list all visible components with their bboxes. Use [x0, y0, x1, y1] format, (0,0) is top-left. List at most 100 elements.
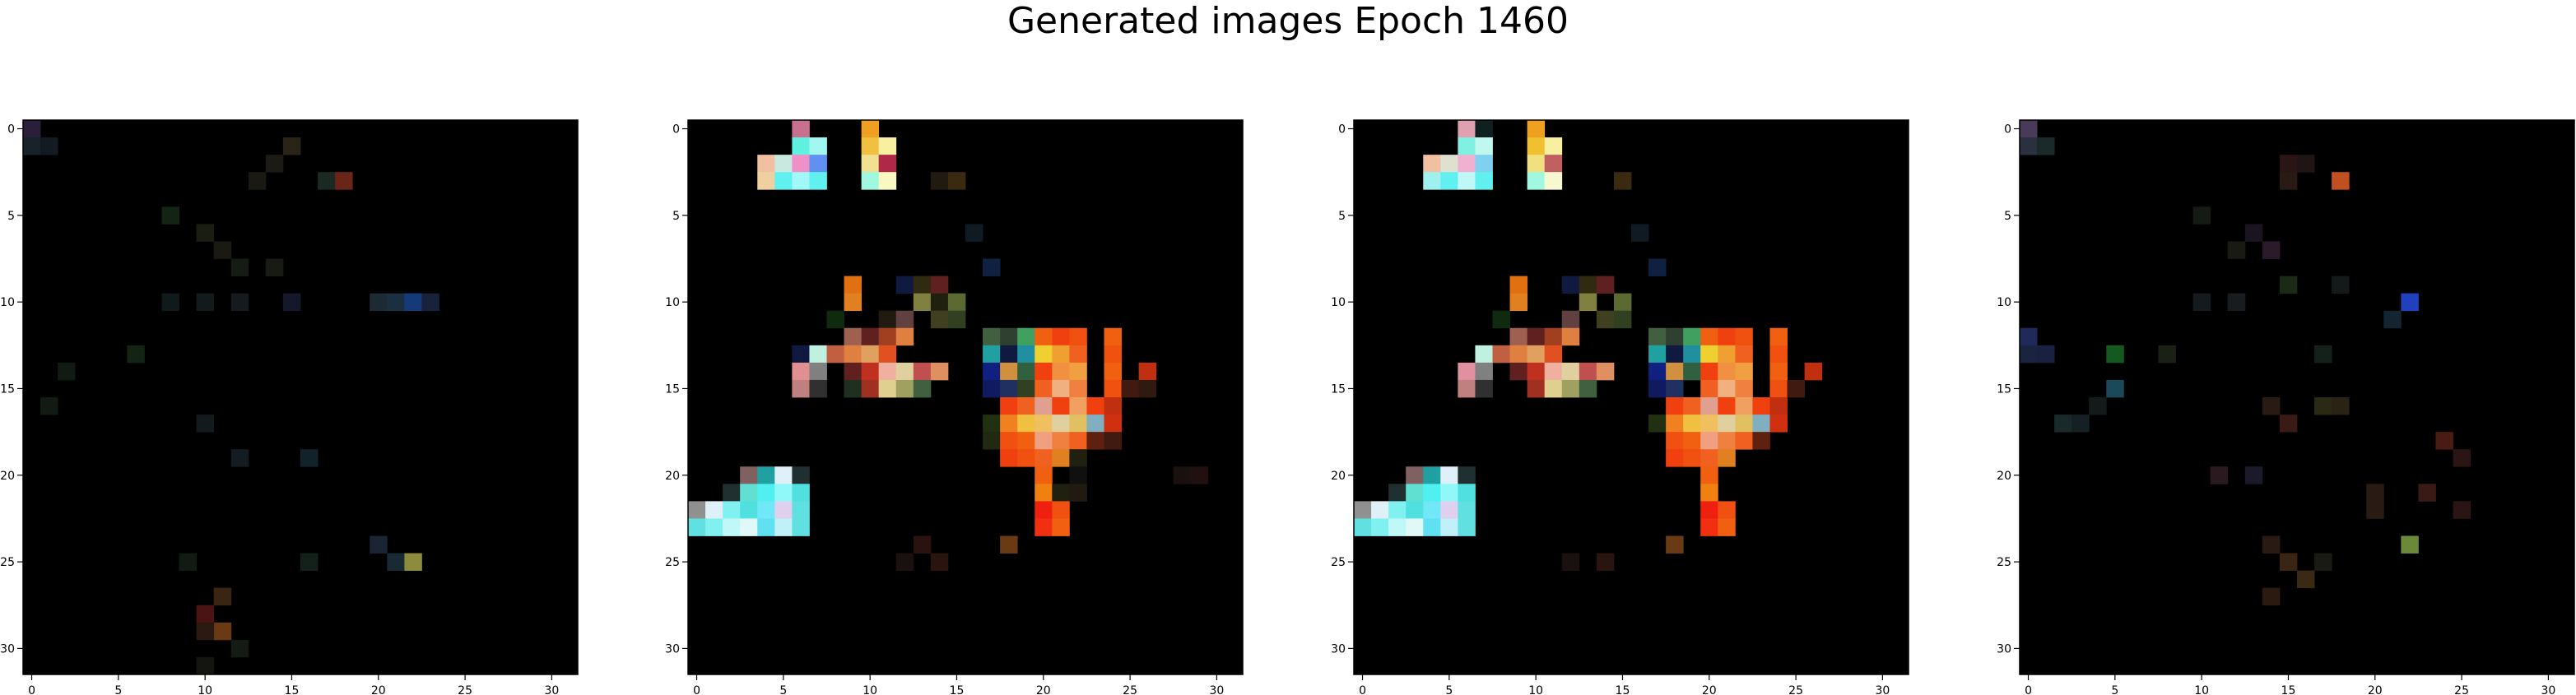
pixel: [740, 484, 758, 502]
pixel: [1527, 120, 1546, 138]
x-tick-label: 30: [2541, 684, 2555, 695]
pixel: [983, 327, 1001, 346]
pixel: [1700, 397, 1718, 415]
pixel: [1371, 518, 1389, 536]
pixel: [1769, 362, 1788, 381]
pixel: [705, 518, 723, 536]
pixel: [404, 293, 422, 312]
pixel: [1509, 345, 1528, 364]
pixel: [723, 484, 741, 502]
x-tick-label: 30: [1209, 684, 1224, 695]
pixel: [1069, 466, 1087, 484]
pixel: [1423, 484, 1441, 502]
x-tick-label: 5: [114, 684, 122, 695]
pixel: [1666, 449, 1684, 467]
y-tick-label: 5: [2004, 210, 2011, 223]
pixel: [2435, 432, 2453, 450]
x-tick-label: 10: [2194, 684, 2209, 695]
x-tick-label: 5: [2111, 684, 2118, 695]
pixel: [1718, 362, 1736, 381]
pixel: [1752, 432, 1770, 450]
pixel: [1190, 466, 1209, 484]
pixel: [1052, 379, 1070, 398]
pixel: [809, 379, 827, 398]
pixel: [1475, 155, 1493, 173]
pixel: [282, 293, 301, 312]
y-tick-label: 20: [1331, 470, 1346, 483]
pixel: [1086, 432, 1104, 450]
pixel: [2314, 553, 2332, 572]
pixel: [1458, 120, 1476, 138]
pixel: [1440, 466, 1458, 484]
pixel: [688, 518, 706, 536]
image-panel-3: 0 5 10 15 20 25 30 0 5 10 15 20 25 30: [1331, 119, 1909, 695]
y-tick-label: 10: [0, 296, 15, 309]
pixel: [844, 362, 863, 381]
pixel: [1718, 415, 1736, 433]
pixel: [740, 466, 758, 484]
pixel: [1544, 379, 1563, 398]
pixel: [2020, 327, 2038, 346]
pixel: [1035, 501, 1053, 519]
pixel: [983, 345, 1001, 364]
y-tick-label: 10: [1331, 296, 1346, 309]
pixel: [1354, 501, 1372, 519]
image-panel-1: 0 5 10 15 20 25 30 0 5 10 15 20 25 30: [0, 119, 579, 695]
pixel: [878, 362, 897, 381]
pixel: [318, 172, 336, 190]
x-tick-label: 0: [28, 684, 35, 695]
pixel: [861, 327, 880, 346]
pixel: [895, 276, 914, 294]
pixel: [2227, 293, 2246, 312]
pixel: [1752, 415, 1770, 433]
pixel: [1666, 379, 1684, 398]
x-tick-label: 30: [1875, 684, 1890, 695]
pixel: [705, 501, 723, 519]
pixel: [1700, 327, 1718, 346]
pixel: [1509, 276, 1528, 294]
image-background: [1354, 120, 1909, 674]
pixel: [947, 310, 966, 329]
pixel: [1052, 484, 1070, 502]
pixel: [1596, 553, 1615, 572]
pixel: [983, 258, 1001, 276]
pixel: [1406, 518, 1424, 536]
pixel: [2366, 484, 2384, 502]
pixel: [196, 415, 215, 433]
pixel: [2332, 397, 2350, 415]
pixel: [2037, 137, 2055, 155]
pixel: [1104, 432, 1122, 450]
pixel: [1718, 397, 1736, 415]
y-tick-label: 5: [1338, 210, 1346, 223]
pixel: [230, 639, 249, 658]
pixel: [1423, 501, 1441, 519]
pixel: [2262, 397, 2281, 415]
pixel: [1458, 362, 1476, 381]
pixel: [913, 379, 932, 398]
pixel: [792, 518, 810, 536]
axes-frame: [1353, 119, 1909, 675]
pixel: [861, 172, 880, 190]
pixel: [844, 379, 863, 398]
pixel: [895, 327, 914, 346]
pixel: [2020, 137, 2038, 155]
y-tick-label: 25: [665, 556, 680, 569]
pixel: [1035, 449, 1053, 467]
pixel: [2262, 535, 2281, 554]
pixel: [1458, 137, 1476, 155]
image-background: [23, 120, 578, 674]
x-tick-label: 10: [1528, 684, 1543, 695]
pixel: [1017, 379, 1035, 398]
pixel: [1544, 137, 1563, 155]
y-tick-label: 5: [7, 210, 15, 223]
pixel: [861, 155, 880, 173]
pixel: [757, 501, 775, 519]
pixel: [1035, 432, 1053, 450]
pixel: [1475, 137, 1493, 155]
pixel: [1613, 310, 1632, 329]
pixel: [1579, 293, 1597, 312]
pixel: [688, 501, 706, 519]
pixel: [983, 362, 1001, 381]
pixel: [809, 362, 827, 381]
pixel: [947, 293, 966, 312]
